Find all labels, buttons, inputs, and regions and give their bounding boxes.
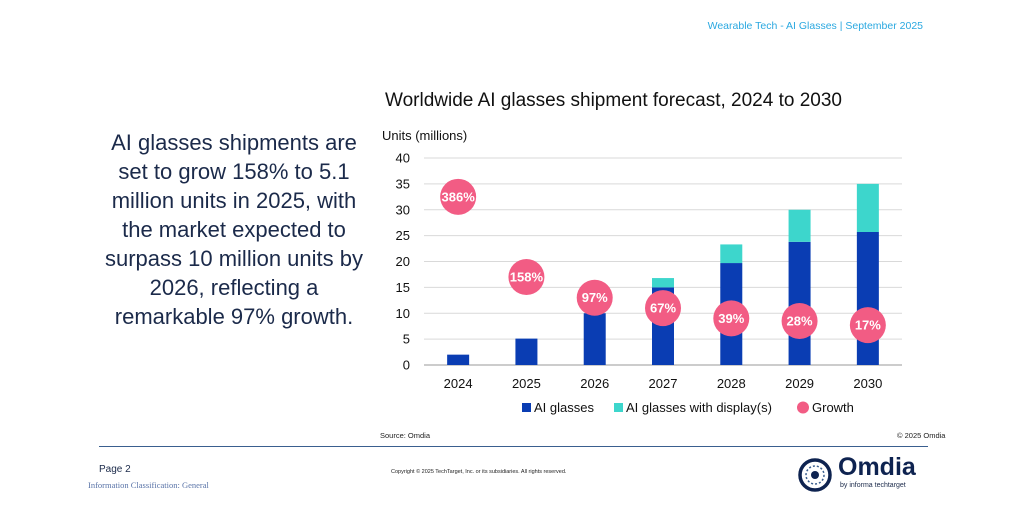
y-tick-label: 10	[396, 306, 410, 321]
chart-title: Worldwide AI glasses shipment forecast, …	[385, 90, 842, 111]
y-tick-label: 5	[403, 332, 410, 347]
growth-marker	[645, 290, 681, 327]
classification-label: Information Classification: General	[88, 480, 209, 490]
growth-label: 28%	[787, 314, 813, 329]
y-tick-label: 15	[396, 280, 410, 295]
growth-marker	[440, 178, 477, 215]
omdia-logo: Omdia by informa techtarget	[796, 453, 926, 495]
bar-ai-glasses	[583, 313, 606, 365]
y-tick-label: 35	[396, 176, 410, 191]
legend-label-ai-glasses: AI glasses	[534, 400, 594, 415]
growth-label: 17%	[855, 318, 881, 333]
y-tick-label: 0	[403, 358, 410, 373]
bar-ai-glasses	[856, 232, 879, 365]
omdia-logo-icon	[798, 458, 832, 492]
x-tick-label: 2025	[512, 376, 541, 391]
y-tick-label: 30	[396, 202, 410, 217]
legend-label-ai-glasses-display: AI glasses with display(s)	[626, 400, 772, 415]
growth-marker	[713, 300, 750, 337]
summary-text: AI glasses shipments are set to grow 158…	[104, 130, 363, 329]
growth-marker	[576, 279, 613, 316]
growth-marker	[849, 307, 886, 344]
bar-ai-glasses	[447, 354, 470, 365]
x-tick-label: 2027	[649, 376, 678, 391]
legend-swatch-ai-glasses	[522, 403, 531, 412]
growth-marker	[508, 259, 545, 296]
x-tick-label: 2029	[785, 376, 814, 391]
y-axis-label: Units (millions)	[382, 128, 467, 143]
y-tick-label: 25	[396, 228, 410, 243]
growth-marker	[781, 303, 818, 340]
legend-label-growth: Growth	[812, 400, 854, 415]
growth-label: 158%	[510, 270, 544, 285]
x-tick-label: 2028	[717, 376, 746, 391]
x-tick-label: 2030	[853, 376, 882, 391]
y-tick-label: 20	[396, 254, 410, 269]
x-tick-label: 2026	[580, 376, 609, 391]
chart-source: Source: Omdia	[380, 431, 431, 440]
logo-tagline: by informa techtarget	[840, 482, 906, 489]
bar-ai-glasses-display	[652, 278, 674, 288]
bar-ai-glasses-display	[720, 244, 743, 264]
page-number: Page 2	[99, 464, 131, 475]
legend-swatch-ai-glasses-display	[614, 403, 623, 412]
footer-divider	[99, 446, 928, 447]
header-title: Wearable Tech - AI Glasses | September 2…	[707, 20, 923, 32]
bar-ai-glasses-display	[856, 183, 879, 233]
growth-label: 67%	[650, 301, 676, 316]
copyright-notice: Copyright © 2025 TechTarget, Inc. or its…	[391, 469, 567, 475]
chart-copyright: © 2025 Omdia	[897, 431, 946, 440]
x-tick-label: 2024	[444, 376, 473, 391]
bar-ai-glasses-display	[788, 209, 811, 242]
logo-wordmark: Omdia	[838, 453, 916, 481]
growth-label: 386%	[442, 189, 476, 204]
bar-ai-glasses	[515, 338, 538, 365]
growth-label: 97%	[582, 290, 608, 305]
growth-label: 39%	[718, 311, 744, 326]
legend-swatch-growth	[797, 401, 809, 414]
y-tick-label: 40	[396, 151, 410, 166]
